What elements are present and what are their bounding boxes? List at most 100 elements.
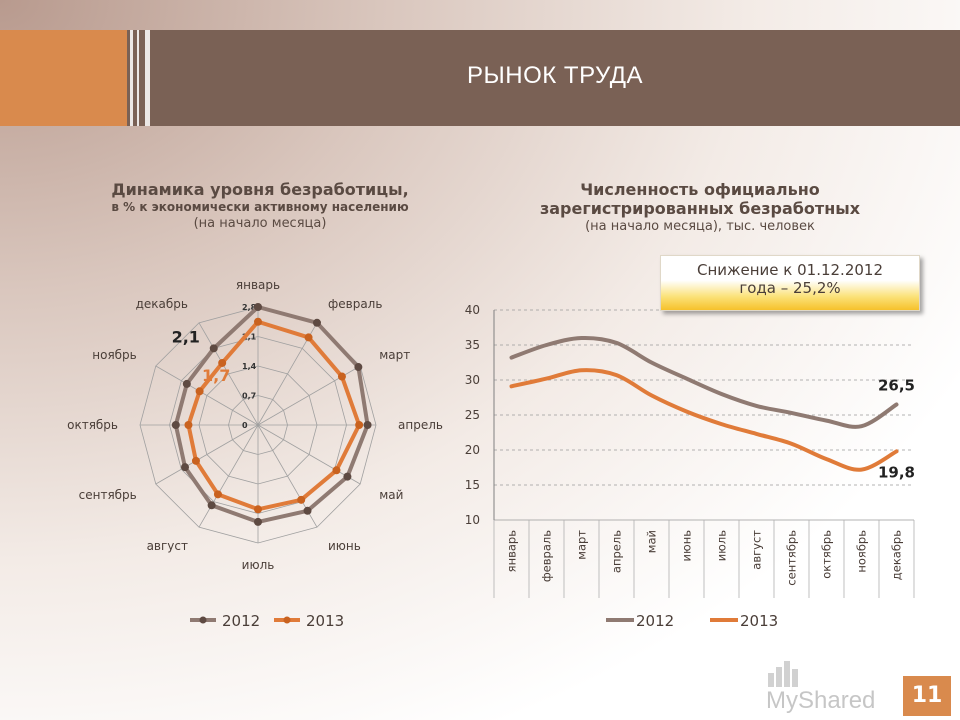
line-category-label: октябрь: [820, 530, 834, 579]
radar-point-2012: [363, 421, 372, 429]
line-category-label: март: [575, 530, 589, 560]
radar-point-2013: [184, 421, 193, 429]
page-number: 11: [903, 676, 951, 716]
line-annotation-2012: 26,5: [878, 377, 915, 395]
radar-spoke: [198, 322, 259, 426]
radar-point-2013: [355, 421, 364, 429]
line-ytick-label: 15: [465, 478, 480, 492]
line-category-label: ноябрь: [855, 530, 869, 573]
radar-annotation-2012: 2,1: [172, 327, 200, 346]
radar-point-2012: [254, 303, 262, 311]
radar-spoke: [257, 424, 361, 485]
radar-point-2013: [332, 466, 341, 475]
line-title-main1: Численность официально: [580, 180, 820, 199]
radar-legend-label-2013: 2013: [306, 612, 344, 630]
radar-title-sub1: в % к экономически активному населению: [111, 200, 409, 214]
radar-point-2012: [254, 517, 262, 526]
radar-point-2013: [254, 317, 262, 326]
radar-category-label: август: [147, 539, 188, 553]
radar-tick-label: 0: [242, 421, 248, 430]
radar-category-label: сентябрь: [79, 488, 137, 502]
radar-tick-label: 2,8: [242, 303, 257, 312]
radar-point-2012: [313, 318, 321, 327]
line-ytick-label: 25: [465, 408, 480, 422]
radar-annotation-2013: 1,7: [202, 366, 230, 385]
radar-point-2012: [171, 421, 180, 429]
line-category-label: январь: [505, 530, 519, 573]
note-line-1: Снижение к 01.12.2012: [696, 261, 884, 279]
radar-point-2012: [303, 506, 312, 515]
radar-point-2013: [297, 495, 306, 504]
decor-line: [130, 30, 133, 126]
slide-title: РЫНОК ТРУДА: [467, 62, 643, 89]
radar-point-2012: [182, 379, 191, 388]
line-ytick-label: 40: [465, 303, 480, 317]
decor-line: [145, 30, 150, 126]
radar-legend-marker-2012: [199, 616, 207, 624]
title-bar: [0, 30, 960, 126]
radar-category-label: апрель: [398, 418, 443, 432]
line-category-label: май: [645, 530, 659, 553]
radar-chart: январь февраль март апрель май июнь июль август…: [67, 278, 443, 630]
line-title-sub: (на начало месяца), тыс. человек: [585, 219, 815, 234]
line-category-label: июль: [715, 530, 729, 562]
line-ytick-label: 20: [465, 443, 480, 457]
radar-point-2013: [254, 505, 262, 514]
radar-point-2012: [209, 344, 218, 353]
radar-category-label: март: [379, 348, 410, 362]
watermark: MyShared: [766, 658, 906, 714]
line-series-2013: [509, 368, 899, 472]
radar-legend-label-2012: 2012: [222, 612, 260, 630]
line-category-label: февраль: [540, 530, 554, 582]
radar-category-label: февраль: [328, 297, 382, 311]
decor-line: [137, 30, 139, 126]
radar-series-2012: [173, 305, 370, 524]
radar-point-2013: [304, 333, 313, 342]
radar-point-2013: [191, 456, 200, 465]
watermark-bars-icon: [768, 660, 798, 687]
radar-point-2012: [343, 472, 352, 481]
decline-note-box: Снижение к 01.12.2012 года – 25,2%: [660, 255, 920, 311]
line-series-2012: [509, 335, 899, 429]
radar-spoke: [155, 365, 259, 426]
radar-point-2013: [218, 358, 227, 367]
radar-category-label: май: [379, 488, 403, 502]
radar-tick-label: 2,1: [242, 333, 257, 342]
note-line-2: года – 25,2%: [739, 279, 841, 297]
radar-category-label: октябрь: [67, 418, 118, 432]
line-chart-title: Численность официально зарегистрированны…: [500, 180, 900, 235]
radar-title-main: Динамика уровня безработицы,: [111, 180, 409, 199]
radar-spoke: [198, 424, 259, 528]
title-accent-block: [0, 30, 127, 126]
line-category-label: декабрь: [890, 530, 904, 580]
line-legend-label-2013: 2013: [740, 612, 778, 630]
line-title-main2: зарегистрированных безработных: [539, 199, 861, 218]
radar-category-label: декабрь: [136, 297, 188, 311]
line-ytick-label: 35: [465, 338, 480, 352]
line-ytick-label: 30: [465, 373, 480, 387]
radar-point-2013: [213, 490, 222, 499]
watermark-text: MyShared: [766, 686, 876, 714]
radar-point-2013: [195, 387, 204, 396]
radar-legend-marker-2013: [283, 616, 291, 624]
radar-point-2012: [354, 363, 363, 372]
line-category-label: июнь: [680, 530, 694, 562]
radar-category-label: январь: [236, 278, 280, 292]
radar-spoke: [155, 424, 259, 485]
radar-title-sub2: (на начало месяца): [193, 216, 327, 231]
line-category-label: август: [750, 530, 764, 570]
radar-point-2012: [181, 463, 190, 472]
line-chart: 10 15 20 25 30 35 40 январь февраль март апрель май…: [465, 303, 915, 630]
line-category-label: сентябрь: [785, 530, 799, 586]
radar-category-label: июнь: [328, 539, 361, 553]
radar-category-label: ноябрь: [92, 348, 137, 362]
radar-point-2012: [207, 501, 216, 510]
radar-category-label: июль: [242, 558, 275, 572]
radar-tick-label: 0,7: [242, 392, 256, 401]
radar-point-2013: [337, 372, 346, 381]
radar-tick-label: 1,4: [242, 362, 257, 371]
line-annotation-2013: 19,8: [878, 463, 915, 481]
line-category-label: апрель: [610, 530, 624, 573]
line-legend-label-2012: 2012: [636, 612, 674, 630]
radar-chart-title: Динамика уровня безработицы, в % к эконо…: [60, 180, 460, 232]
